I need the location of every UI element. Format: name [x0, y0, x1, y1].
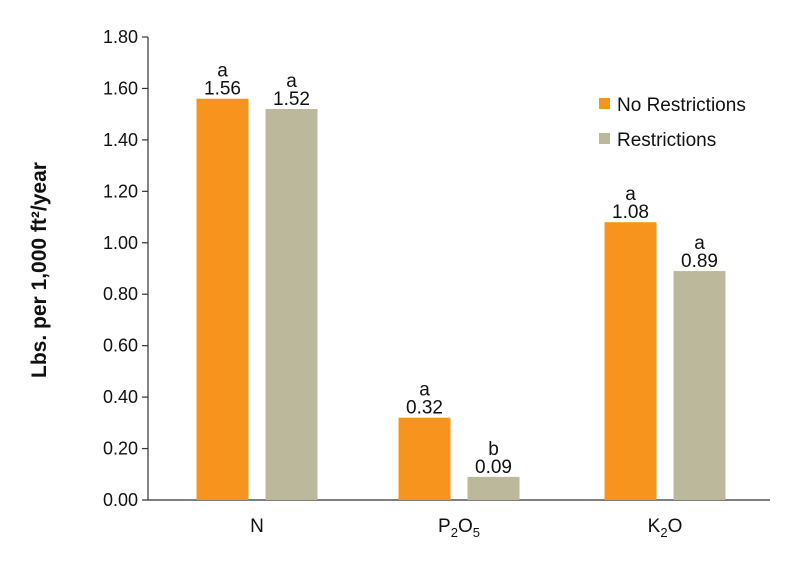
bar-value-label: 0.09 [475, 457, 512, 478]
x-category-label: K2O [648, 516, 683, 540]
x-category-labels: N P2O5 K2O [250, 516, 682, 540]
significance-letter: a [694, 233, 705, 254]
y-tick-label: 0.80 [103, 284, 138, 304]
legend-swatch [599, 133, 610, 144]
y-tick-label: 1.40 [103, 130, 138, 150]
y-tick-labels: 0.00 0.20 0.40 0.60 0.80 1.00 1.20 1.40 1.60 1.80 [103, 27, 148, 510]
bar [604, 222, 657, 500]
y-tick-label: 1.00 [103, 233, 138, 253]
y-axis-label: Lbs. per 1,000 ft²/year [28, 162, 51, 378]
legend-swatch [599, 98, 610, 109]
legend-label: No Restrictions [617, 95, 746, 116]
significance-letter: b [488, 439, 499, 460]
legend: No Restrictions Restrictions [599, 95, 746, 151]
y-tick-label: 1.20 [103, 181, 138, 201]
axes [147, 37, 770, 501]
legend-label: Restrictions [617, 130, 716, 151]
significance-letter: a [625, 184, 636, 205]
significance-letter: a [286, 71, 297, 92]
bar-value-label: 1.56 [204, 79, 241, 100]
bar-value-label: 1.08 [612, 202, 649, 223]
bar [265, 109, 318, 501]
y-tick-label: 1.60 [103, 78, 138, 98]
bar [673, 271, 726, 500]
bar [467, 476, 520, 500]
x-category-label: P2O5 [438, 516, 480, 540]
y-tick-label: 0.00 [103, 490, 138, 510]
y-tick-label: 0.20 [103, 439, 138, 459]
y-tick-label: 1.80 [103, 27, 138, 47]
x-category-label: N [250, 516, 264, 537]
bar-value-label: 0.32 [406, 398, 443, 419]
y-tick-label: 0.60 [103, 336, 138, 356]
bar [196, 98, 249, 500]
y-tick-label: 0.40 [103, 387, 138, 407]
significance-letter: a [217, 61, 228, 82]
bar-value-label: 0.89 [681, 251, 718, 272]
significance-letter: a [419, 380, 430, 401]
bar [398, 417, 451, 500]
bar-value-label: 1.52 [273, 89, 310, 110]
